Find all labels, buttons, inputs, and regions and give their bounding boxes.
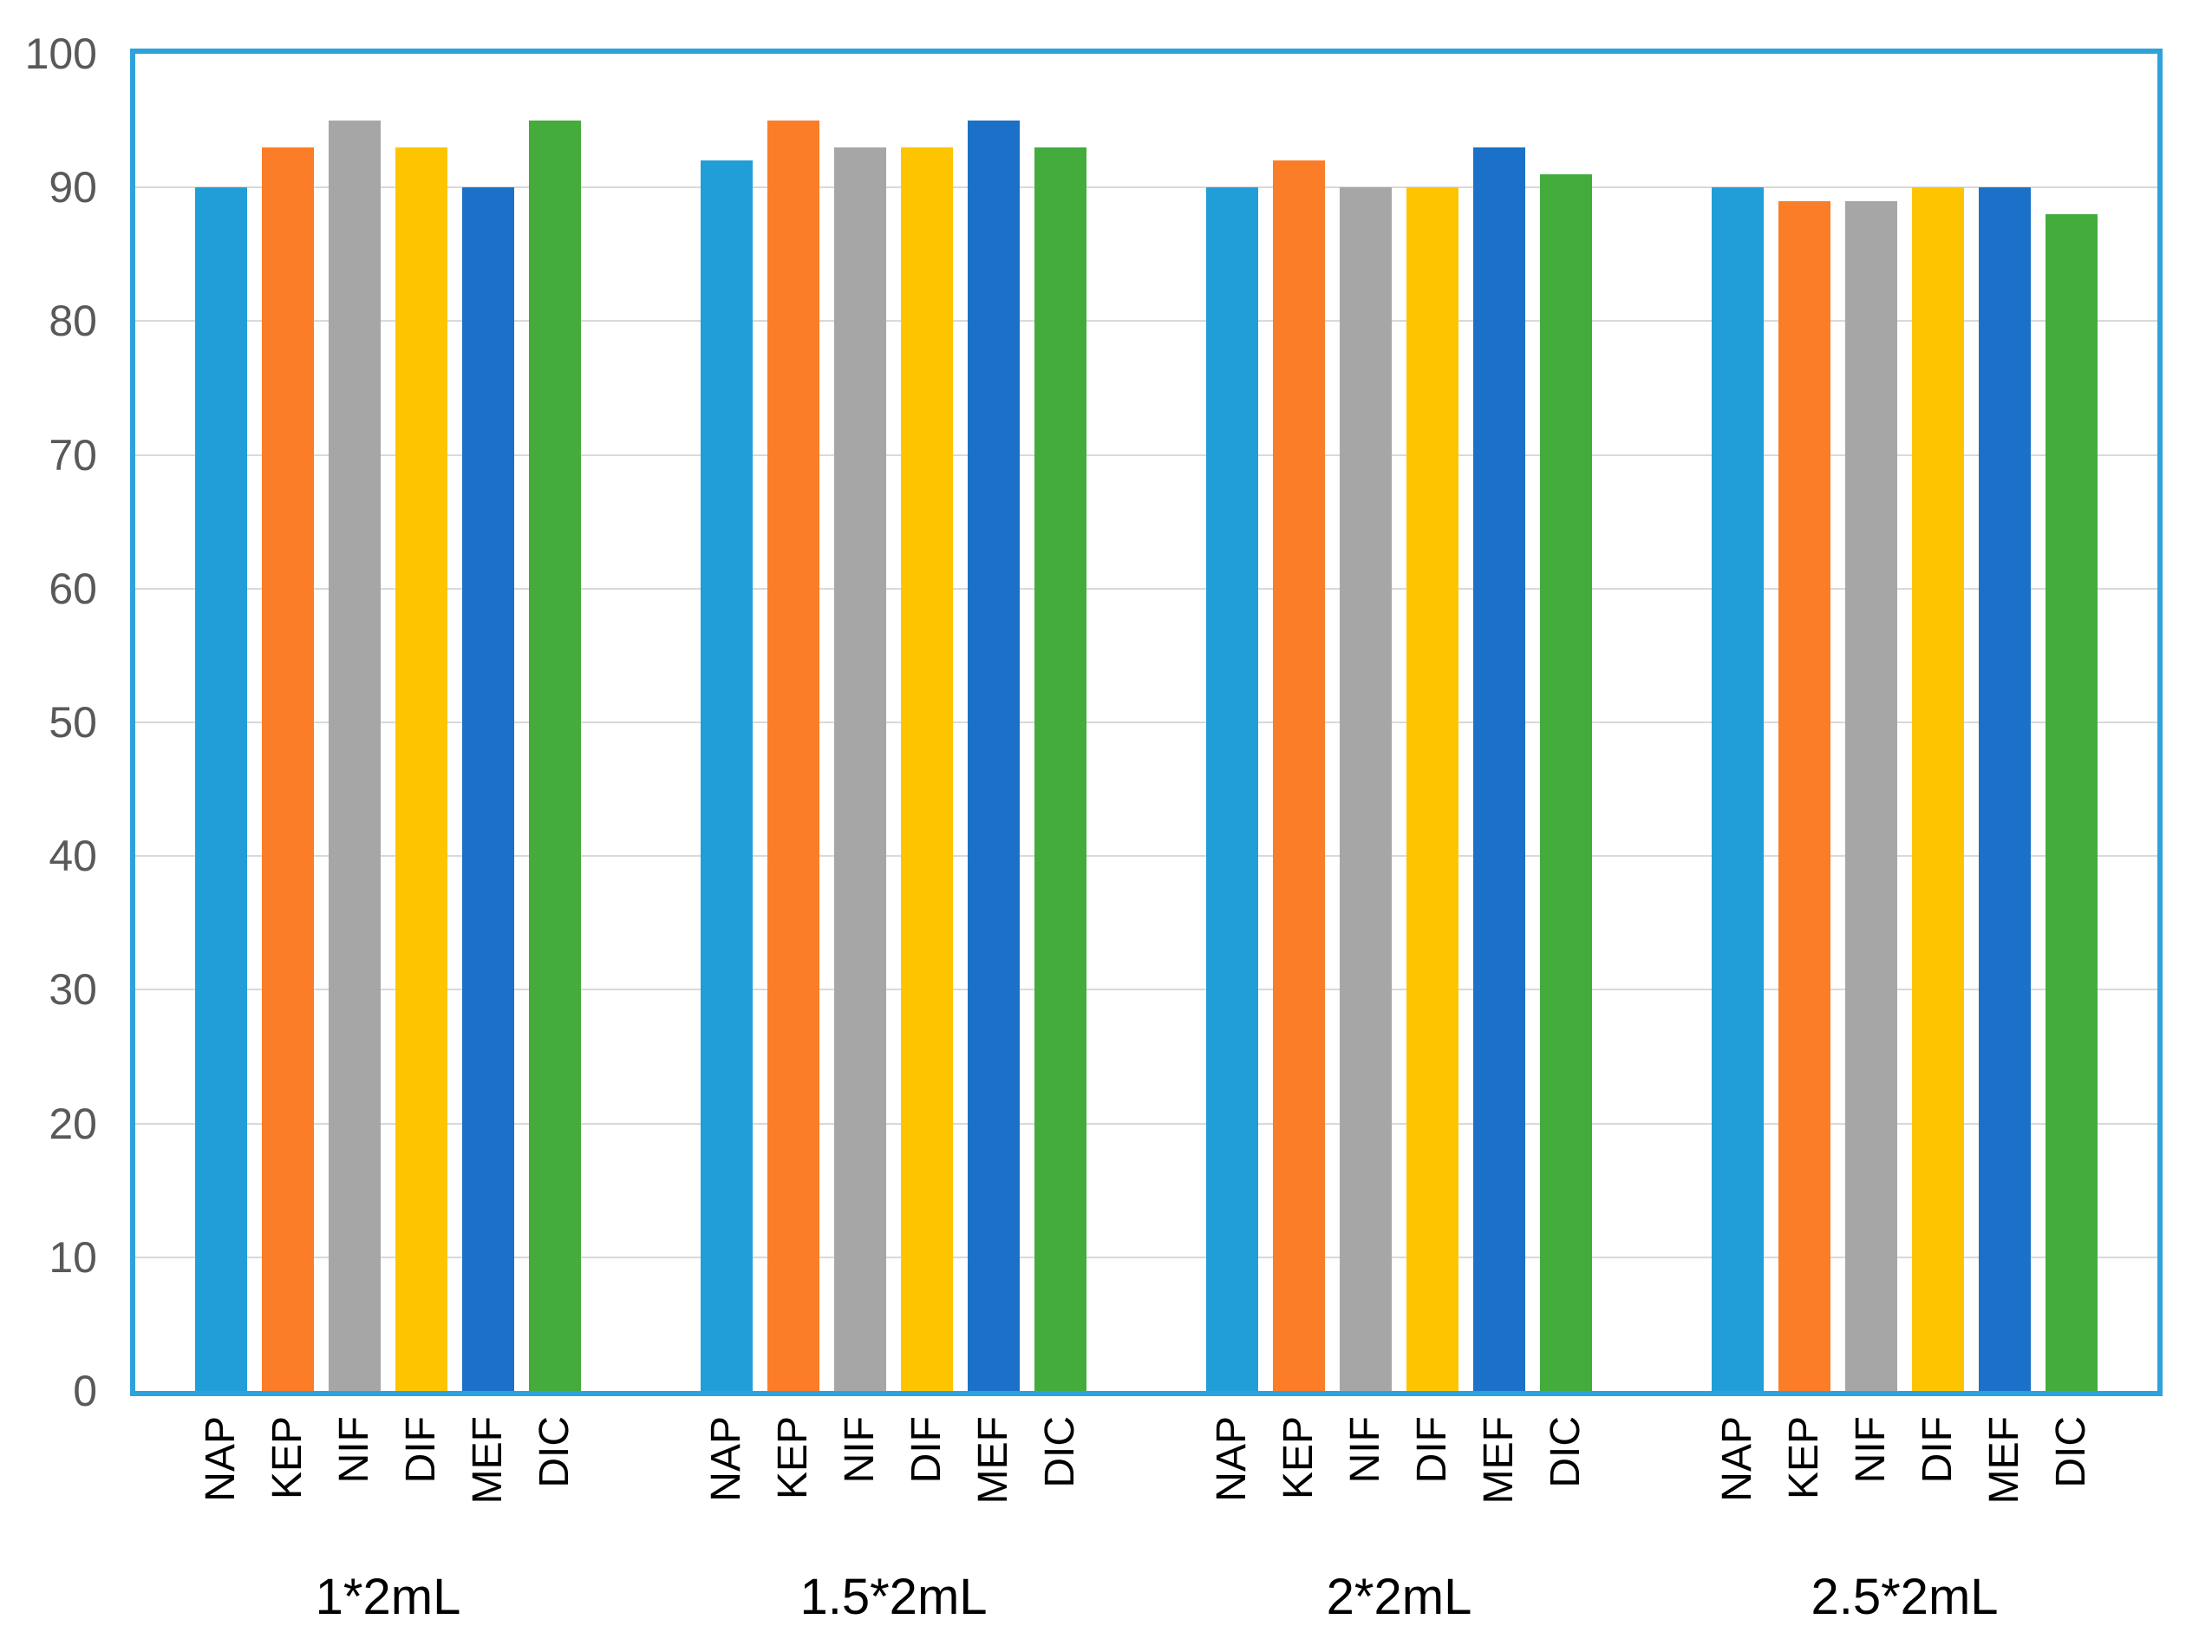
bar-nif bbox=[329, 121, 381, 1391]
x-category-label: MEF bbox=[465, 1416, 511, 1505]
x-category-label: NIF bbox=[1342, 1416, 1388, 1484]
bar-dic bbox=[2046, 214, 2098, 1391]
x-category-label: DIF bbox=[398, 1416, 444, 1484]
x-category-label: MEF bbox=[970, 1416, 1016, 1505]
x-category-label: DIC bbox=[1543, 1416, 1589, 1488]
bar-nap bbox=[195, 187, 247, 1391]
bar-group bbox=[1652, 54, 2157, 1391]
x-category-label: KEP bbox=[1781, 1416, 1827, 1500]
y-axis-tick-label: 30 bbox=[49, 965, 97, 1015]
y-axis-tick-label: 40 bbox=[49, 832, 97, 881]
bar-nap bbox=[1206, 187, 1258, 1391]
bar-nif bbox=[834, 147, 886, 1391]
bar-mef bbox=[1473, 147, 1525, 1391]
bar-nap bbox=[1712, 187, 1764, 1391]
y-axis-tick-label: 50 bbox=[49, 698, 97, 747]
plot-area bbox=[130, 49, 2163, 1396]
group-axis-label: 2.5*2mL bbox=[1811, 1569, 1999, 1625]
group-axis-label: 1.5*2mL bbox=[799, 1569, 988, 1625]
bar-mef bbox=[1979, 187, 2031, 1391]
x-category-label: NIF bbox=[1848, 1416, 1894, 1484]
x-category-label: DIC bbox=[532, 1416, 577, 1488]
gridline bbox=[135, 722, 2157, 723]
bar-kep bbox=[262, 147, 314, 1391]
x-category-label: MEF bbox=[1476, 1416, 1522, 1505]
bar-nap bbox=[701, 160, 753, 1391]
y-axis-tick-label: 10 bbox=[49, 1232, 97, 1282]
bar-nif bbox=[1845, 200, 1897, 1391]
x-category-label: DIC bbox=[1037, 1416, 1083, 1488]
bar-dif bbox=[901, 147, 953, 1391]
y-axis-tick-label: 20 bbox=[49, 1099, 97, 1148]
x-category-label: DIF bbox=[1915, 1416, 1961, 1484]
x-category-label: NIF bbox=[331, 1416, 377, 1484]
bar-mef bbox=[462, 187, 514, 1391]
gridline bbox=[135, 989, 2157, 991]
bar-nif bbox=[1340, 187, 1392, 1391]
x-category-label: KEP bbox=[770, 1416, 816, 1500]
group-axis-label: 2*2mL bbox=[1326, 1569, 1472, 1625]
bar-kep bbox=[1273, 160, 1325, 1391]
x-category-label: NIF bbox=[837, 1416, 883, 1484]
y-axis-tick-label: 100 bbox=[24, 29, 97, 78]
bar-kep bbox=[767, 121, 819, 1391]
gridline bbox=[135, 320, 2157, 323]
x-category-label: KEP bbox=[1276, 1416, 1321, 1500]
x-category-label: DIC bbox=[2048, 1416, 2094, 1488]
bar-mef bbox=[968, 121, 1020, 1391]
bar-dif bbox=[395, 147, 447, 1391]
bar-dif bbox=[1406, 187, 1458, 1391]
gridline bbox=[135, 587, 2157, 590]
gridline bbox=[135, 1256, 2157, 1258]
bar-dic bbox=[529, 121, 581, 1391]
y-axis-tick-label: 90 bbox=[49, 163, 97, 212]
bar-dic bbox=[1034, 147, 1086, 1391]
y-axis-tick-label: 80 bbox=[49, 297, 97, 346]
x-category-label: NAP bbox=[1209, 1416, 1255, 1502]
x-category-label: NAP bbox=[1714, 1416, 1760, 1502]
x-category-label: NAP bbox=[703, 1416, 749, 1502]
x-category-label: MEF bbox=[1981, 1416, 2027, 1505]
bar-group bbox=[641, 54, 1146, 1391]
bar-dif bbox=[1912, 187, 1964, 1391]
y-axis-tick-label: 0 bbox=[73, 1367, 97, 1415]
x-category-label: KEP bbox=[264, 1416, 310, 1500]
y-axis-tick-label: 60 bbox=[49, 564, 97, 613]
y-axis-tick-label: 70 bbox=[49, 430, 97, 480]
bar-group bbox=[135, 54, 641, 1391]
bar-kep bbox=[1778, 200, 1830, 1391]
gridline bbox=[135, 186, 2157, 189]
x-category-label: DIF bbox=[904, 1416, 949, 1484]
gridline bbox=[135, 1122, 2157, 1125]
bar-dic bbox=[1540, 173, 1592, 1391]
bar-group bbox=[1146, 54, 1652, 1391]
gridline bbox=[135, 855, 2157, 858]
x-category-label: DIF bbox=[1409, 1416, 1455, 1484]
group-axis-label: 1*2mL bbox=[315, 1569, 461, 1625]
x-category-label: NAP bbox=[198, 1416, 244, 1502]
gridline bbox=[135, 454, 2157, 456]
